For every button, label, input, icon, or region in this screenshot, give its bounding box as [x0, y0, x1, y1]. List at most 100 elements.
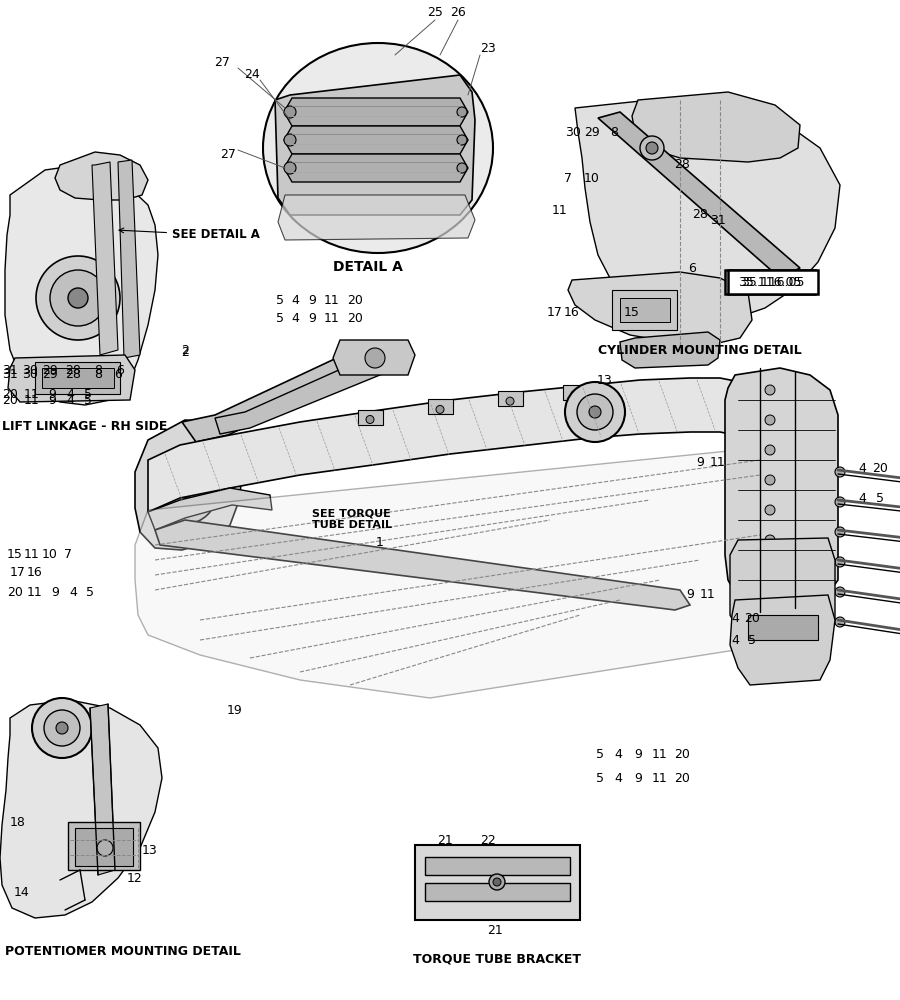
Text: 15: 15	[624, 306, 640, 318]
Circle shape	[765, 445, 775, 455]
Circle shape	[646, 142, 658, 154]
Text: 1: 1	[376, 536, 384, 548]
Circle shape	[167, 474, 203, 510]
Text: 6: 6	[114, 368, 122, 381]
Text: 5: 5	[596, 772, 604, 784]
Text: 35.116.05: 35.116.05	[742, 275, 805, 288]
Polygon shape	[5, 165, 158, 405]
Text: 9: 9	[634, 772, 642, 784]
Text: 11: 11	[24, 388, 40, 401]
Circle shape	[179, 486, 191, 498]
Bar	[42, 368, 114, 388]
Text: 9: 9	[696, 456, 704, 468]
Circle shape	[457, 163, 467, 173]
Text: 9: 9	[48, 388, 56, 401]
Circle shape	[56, 722, 68, 734]
Text: DETAIL A: DETAIL A	[333, 260, 403, 274]
Polygon shape	[135, 420, 242, 550]
Polygon shape	[8, 355, 135, 402]
Text: 30: 30	[22, 363, 38, 376]
Text: 9: 9	[308, 312, 316, 324]
Text: 4: 4	[614, 772, 622, 784]
Polygon shape	[90, 704, 115, 875]
Text: 28: 28	[692, 209, 708, 222]
Text: 6: 6	[116, 363, 124, 376]
Circle shape	[835, 527, 845, 537]
Circle shape	[835, 467, 845, 477]
Text: 20: 20	[872, 462, 888, 475]
Text: 4: 4	[66, 388, 74, 401]
Text: 29: 29	[42, 368, 58, 381]
Circle shape	[765, 535, 775, 545]
Circle shape	[50, 270, 106, 326]
Circle shape	[765, 385, 775, 395]
Polygon shape	[620, 332, 720, 368]
Polygon shape	[333, 340, 415, 375]
Polygon shape	[155, 520, 690, 610]
Circle shape	[457, 135, 467, 145]
Text: SEE DETAIL A: SEE DETAIL A	[119, 228, 260, 241]
Text: 30: 30	[565, 125, 581, 138]
Text: 11: 11	[324, 294, 340, 306]
Polygon shape	[92, 162, 118, 355]
Circle shape	[506, 397, 514, 405]
Text: 4: 4	[731, 634, 739, 647]
Polygon shape	[278, 195, 475, 240]
Text: 9: 9	[634, 748, 642, 762]
Circle shape	[44, 710, 80, 746]
Text: 20: 20	[744, 611, 760, 624]
Circle shape	[36, 256, 120, 340]
Text: 9: 9	[686, 588, 694, 601]
Polygon shape	[148, 378, 758, 512]
Text: 9: 9	[51, 585, 59, 598]
Text: 19: 19	[227, 704, 243, 716]
Polygon shape	[275, 75, 475, 215]
Text: 26: 26	[450, 5, 466, 18]
Text: 27: 27	[220, 148, 236, 161]
Circle shape	[589, 406, 601, 418]
Text: CYLINDER MOUNTING DETAIL: CYLINDER MOUNTING DETAIL	[598, 344, 802, 357]
Bar	[563, 384, 588, 399]
Circle shape	[489, 874, 505, 890]
Text: 30: 30	[22, 368, 38, 381]
Text: 4: 4	[858, 491, 866, 504]
Circle shape	[32, 698, 92, 758]
Circle shape	[68, 288, 88, 308]
Bar	[35, 362, 120, 394]
Circle shape	[565, 382, 625, 442]
Text: 25: 25	[428, 5, 443, 18]
Polygon shape	[55, 152, 148, 200]
Text: 18: 18	[10, 816, 26, 828]
Polygon shape	[284, 154, 468, 182]
Text: 20: 20	[347, 312, 363, 324]
Circle shape	[577, 394, 613, 430]
Bar	[612, 290, 677, 330]
Text: 10: 10	[584, 172, 600, 184]
Circle shape	[436, 405, 444, 413]
Polygon shape	[135, 448, 780, 698]
Circle shape	[457, 107, 467, 117]
Text: 11: 11	[324, 312, 340, 324]
Circle shape	[765, 565, 775, 575]
Text: 4: 4	[66, 393, 74, 406]
Text: 31: 31	[2, 363, 18, 376]
Polygon shape	[118, 160, 140, 358]
Polygon shape	[182, 348, 375, 442]
Text: 12: 12	[127, 871, 143, 884]
Text: 20: 20	[2, 393, 18, 406]
Polygon shape	[215, 348, 405, 434]
Text: 7: 7	[64, 548, 72, 562]
Text: 27: 27	[214, 55, 230, 68]
Circle shape	[571, 390, 579, 398]
Text: 28: 28	[674, 158, 690, 172]
Bar	[415, 845, 580, 920]
Text: 13: 13	[142, 844, 157, 856]
Text: 8: 8	[610, 125, 618, 138]
Text: 29: 29	[584, 125, 600, 138]
Text: 11: 11	[27, 585, 43, 598]
Text: 11: 11	[700, 588, 716, 601]
Text: 4: 4	[614, 748, 622, 762]
Text: 4: 4	[291, 312, 299, 324]
Polygon shape	[575, 100, 840, 325]
Text: 6: 6	[688, 261, 696, 274]
